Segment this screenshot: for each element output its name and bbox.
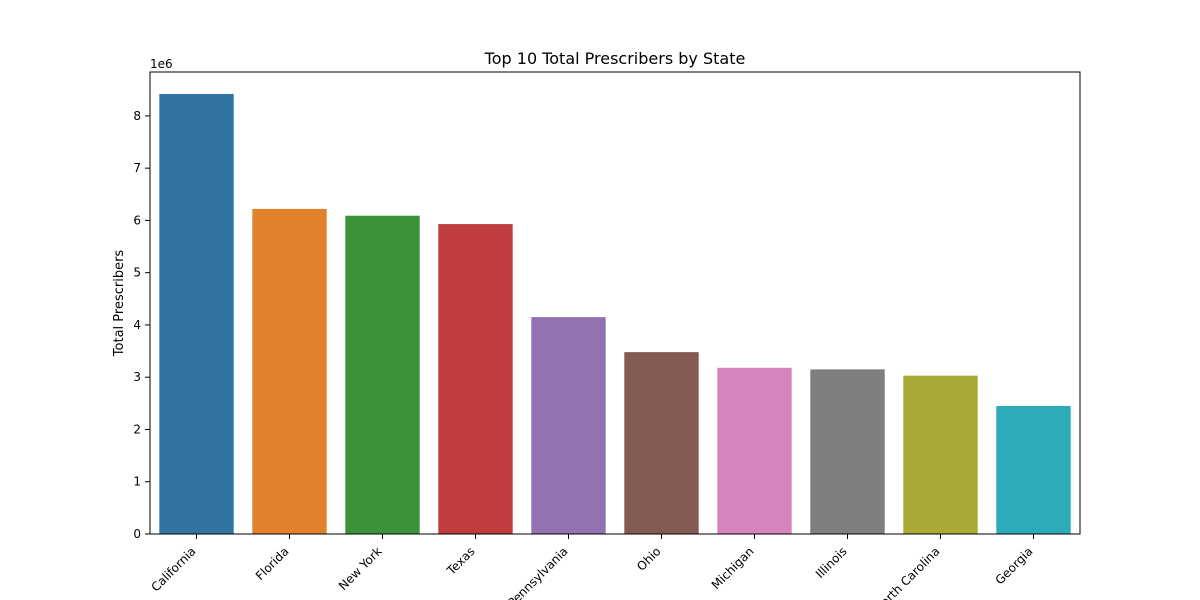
y-tick-label: 0 [133, 527, 141, 541]
bar-north-carolina [903, 375, 978, 534]
y-axis-offset-text: 1e6 [150, 57, 173, 71]
bar-illinois [810, 369, 885, 534]
bar-florida [252, 208, 327, 534]
y-tick-label: 6 [133, 213, 141, 227]
bar-california [159, 93, 234, 534]
y-tick-label: 7 [133, 161, 141, 175]
y-tick-label: 3 [133, 370, 141, 384]
y-tick-label: 2 [133, 422, 141, 436]
bar-new-york [345, 215, 420, 534]
bar-georgia [996, 405, 1071, 534]
y-tick-label: 8 [133, 109, 141, 123]
y-tick-label: 5 [133, 266, 141, 280]
plot-frame [149, 71, 1081, 535]
y-tick-label: 4 [133, 318, 141, 332]
bar-texas [438, 224, 513, 534]
y-tick-label: 1 [133, 475, 141, 489]
y-axis: 0 1 2 3 4 5 6 7 8 [133, 109, 150, 541]
bar-pennsylvania [531, 317, 606, 534]
chart-title: Top 10 Total Prescribers by State [484, 49, 746, 68]
y-axis-label: Total Prescribers [112, 250, 127, 358]
bar-michigan [717, 367, 792, 534]
bar-ohio [624, 352, 699, 534]
bars-layer [159, 93, 1071, 534]
